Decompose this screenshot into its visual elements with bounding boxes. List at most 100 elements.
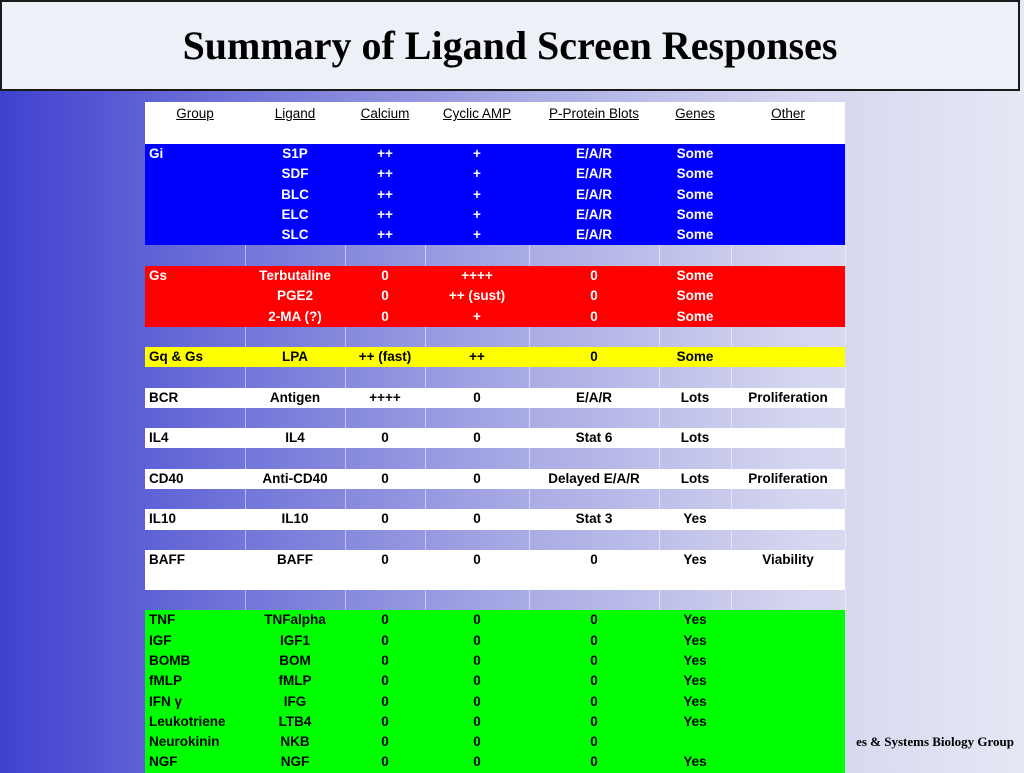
cell-p-protein-blots: 0 [529, 265, 659, 287]
cell-genes: Yes [659, 752, 731, 773]
cell-p-protein-blots: 0 [529, 346, 659, 368]
cell-group: Gi [145, 144, 245, 165]
separator-cell [529, 326, 660, 347]
cell-p-protein-blots: 0 [529, 610, 659, 631]
separator-cell [731, 489, 846, 510]
cell-group [145, 225, 245, 246]
separator-cell [731, 367, 846, 388]
cell-calcium: 0 [345, 691, 425, 712]
cell-ligand: fMLP [245, 671, 345, 692]
separator-cell [731, 407, 846, 429]
cell-cyclic-amp: 0 [425, 509, 529, 530]
table-row: fMLP fMLP 0 0 0 Yes [145, 671, 845, 692]
column-header-ligand: Ligand [245, 102, 345, 144]
cell-calcium: 0 [345, 630, 425, 651]
cell-genes: Some [659, 144, 731, 165]
cell-calcium: 0 [345, 711, 425, 733]
cell-ligand: ELC [245, 204, 345, 226]
separator-cell [529, 489, 660, 510]
table-row: BCR Antigen ++++ 0 E/A/R Lots Proliferation [145, 387, 845, 408]
cell-ligand: 2-MA (?) [245, 306, 345, 327]
separator-cell [345, 367, 426, 388]
cell-genes: Some [659, 286, 731, 307]
separator-cell [345, 448, 426, 469]
cell-group: CD40 [145, 468, 245, 490]
cell-other [731, 265, 845, 287]
cell-ligand: IL10 [245, 509, 345, 530]
cell-ligand: BAFF [245, 549, 345, 590]
cell-calcium: 0 [345, 468, 425, 490]
cell-cyclic-amp: 0 [425, 610, 529, 631]
cell-calcium: 0 [345, 286, 425, 307]
cell-other [731, 752, 845, 773]
separator-cell [145, 489, 246, 510]
cell-other [731, 164, 845, 185]
table-row: Gs Terbutaline 0 ++++ 0 Some [145, 265, 845, 287]
separator-cell [659, 326, 732, 347]
cell-genes: Lots [659, 387, 731, 408]
separator-cell [659, 448, 732, 469]
cell-calcium: 0 [345, 732, 425, 753]
cell-p-protein-blots: 0 [529, 711, 659, 733]
separator-cell [245, 367, 346, 388]
cell-ligand: PGE2 [245, 286, 345, 307]
cell-group: BOMB [145, 650, 245, 672]
cell-other [731, 286, 845, 307]
cell-genes: Yes [659, 650, 731, 672]
cell-ligand: NKB [245, 732, 345, 753]
separator-cell [659, 245, 732, 266]
cell-calcium: ++ [345, 184, 425, 205]
table-row: BLC ++ + E/A/R Some [145, 184, 845, 205]
cell-genes: Some [659, 265, 731, 287]
table-row: SLC ++ + E/A/R Some [145, 225, 845, 246]
table-row: NGF NGF 0 0 0 Yes [145, 752, 845, 773]
cell-cyclic-amp: 0 [425, 387, 529, 408]
cell-cyclic-amp: + [425, 164, 529, 185]
separator-row [145, 589, 846, 611]
separator-cell [425, 367, 530, 388]
cell-group: Neurokinin [145, 732, 245, 753]
cell-genes: Yes [659, 671, 731, 692]
cell-other [731, 144, 845, 165]
cell-p-protein-blots: 0 [529, 630, 659, 651]
cell-calcium: 0 [345, 549, 425, 590]
separator-cell [731, 326, 846, 347]
separator-row [145, 529, 846, 550]
cell-genes: Some [659, 184, 731, 205]
cell-genes: Some [659, 225, 731, 246]
cell-cyclic-amp: 0 [425, 630, 529, 651]
separator-cell [425, 589, 530, 611]
cell-genes: Yes [659, 630, 731, 651]
cell-other [731, 610, 845, 631]
cell-p-protein-blots: E/A/R [529, 387, 659, 408]
cell-genes: Yes [659, 610, 731, 631]
table-row: BOMB BOM 0 0 0 Yes [145, 650, 845, 672]
cell-group [145, 184, 245, 205]
separator-cell [425, 489, 530, 510]
cell-genes: Yes [659, 711, 731, 733]
cell-genes: Yes [659, 691, 731, 712]
separator-cell [345, 489, 426, 510]
cell-genes: Some [659, 306, 731, 327]
cell-calcium: 0 [345, 306, 425, 327]
separator-cell [529, 529, 660, 550]
column-header-other: Other [731, 102, 845, 144]
cell-p-protein-blots: 0 [529, 286, 659, 307]
table-row: 2-MA (?) 0 +0 Some [145, 306, 845, 327]
table-row: Gq & Gs LPA ++ (fast) ++ 0 Some [145, 346, 845, 368]
separator-row [145, 448, 846, 469]
cell-group: IL10 [145, 509, 245, 530]
cell-cyclic-amp: + [425, 204, 529, 226]
separator-cell [425, 529, 530, 550]
separator-cell [345, 589, 426, 611]
cell-group: IL4 [145, 428, 245, 449]
cell-cyclic-amp: 0 [425, 711, 529, 733]
cell-cyclic-amp: ++ [425, 346, 529, 368]
cell-other [731, 732, 845, 753]
cell-other: Proliferation [731, 468, 845, 490]
cell-other [731, 204, 845, 226]
table-row: CD40 Anti-CD40 0 0 Delayed E/A/R Lots Prolifer… [145, 468, 845, 490]
cell-ligand: SDF [245, 164, 345, 185]
separator-cell [145, 448, 246, 469]
table-row: IGF IGF1 0 0 0 Yes [145, 630, 845, 651]
